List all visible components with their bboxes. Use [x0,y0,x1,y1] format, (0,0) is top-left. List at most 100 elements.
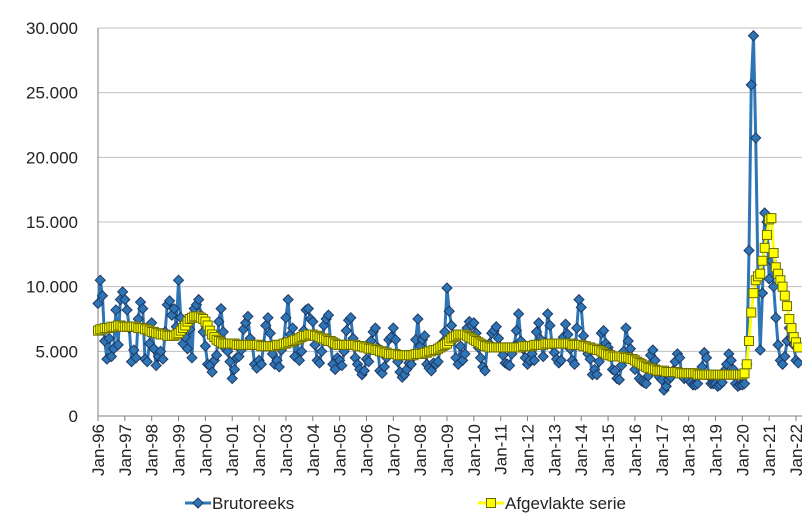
x-tick-label: Jan-09 [438,424,457,476]
point [584,353,596,365]
point [766,213,777,224]
point [206,366,218,378]
point [358,365,370,377]
point [739,368,750,379]
point [112,339,124,351]
x-tick-label: Jan-22 [787,424,802,476]
point [199,340,212,352]
point [741,359,752,370]
point [412,313,424,325]
point [103,332,115,345]
point [700,352,713,364]
point [568,358,581,370]
x-tick-label: Jan-97 [116,424,135,476]
legend-label: Brutoreeks [212,494,294,513]
point [228,363,241,376]
x-tick-label: Jan-17 [653,424,672,476]
x-tick-label: Jan-05 [331,424,350,476]
point [738,377,751,390]
point [266,348,279,360]
point [418,330,431,342]
x-tick-label: Jan-14 [572,424,591,476]
point [593,355,605,368]
point [748,288,759,299]
point [591,368,603,381]
x-tick-label: Jan-98 [143,424,162,476]
y-tick-label: 25.000 [26,84,78,103]
x-tick-label: Jan-15 [599,424,618,476]
point [544,319,556,332]
point [744,335,755,346]
legend-marker [486,498,496,508]
x-tick-label: Jan-02 [250,424,269,476]
point [307,315,319,328]
point [295,345,308,358]
point [130,352,142,364]
point [503,359,516,372]
point [369,322,382,334]
point [316,345,328,358]
point [340,324,353,337]
point [647,344,659,356]
point [264,327,276,339]
point [756,287,769,299]
point [273,361,285,373]
point [262,311,274,324]
point [157,353,169,365]
point [779,350,791,363]
point [759,242,770,253]
point [615,359,628,372]
x-tick-label: Jan-01 [223,424,242,476]
x-tick-label: Jan-19 [706,424,725,476]
point [302,302,315,315]
x-tick-label: Jan-99 [170,424,189,476]
point [770,311,782,324]
y-tick-label: 10.000 [26,278,78,297]
point [213,315,225,328]
legend-marker [192,497,204,509]
point [443,305,455,317]
point [441,282,453,294]
point [181,343,194,355]
x-tick-label: Jan-00 [196,424,215,476]
y-tick-label: 0 [69,407,78,426]
point [192,293,205,306]
point [571,322,583,334]
x-tick-label: Jan-16 [626,424,645,476]
point [530,326,543,338]
point [226,372,238,385]
point [445,319,458,332]
point [490,321,502,333]
point [541,308,554,320]
point [763,273,775,285]
point [479,365,491,377]
point [474,352,487,364]
point [755,268,766,279]
x-tick-label: Jan-04 [304,424,323,476]
point [750,132,762,144]
x-tick-label: Jan-12 [519,424,538,476]
point [512,308,525,320]
y-tick-label: 30.000 [26,19,78,38]
x-tick-label: Jan-03 [277,424,296,476]
point [313,357,326,369]
point [362,355,375,368]
point [613,374,625,386]
legend-label: Afgevlakte serie [505,494,626,513]
x-tick-label: Jan-06 [357,424,376,476]
point [96,290,109,302]
point [784,314,795,324]
point [782,301,793,312]
point [691,377,704,390]
point [378,361,391,373]
point [575,301,587,314]
point [121,304,133,316]
point [286,322,299,334]
point [322,309,335,321]
y-tick-label: 15.000 [26,213,78,232]
point [746,307,757,318]
point [387,322,400,334]
point [92,297,104,310]
